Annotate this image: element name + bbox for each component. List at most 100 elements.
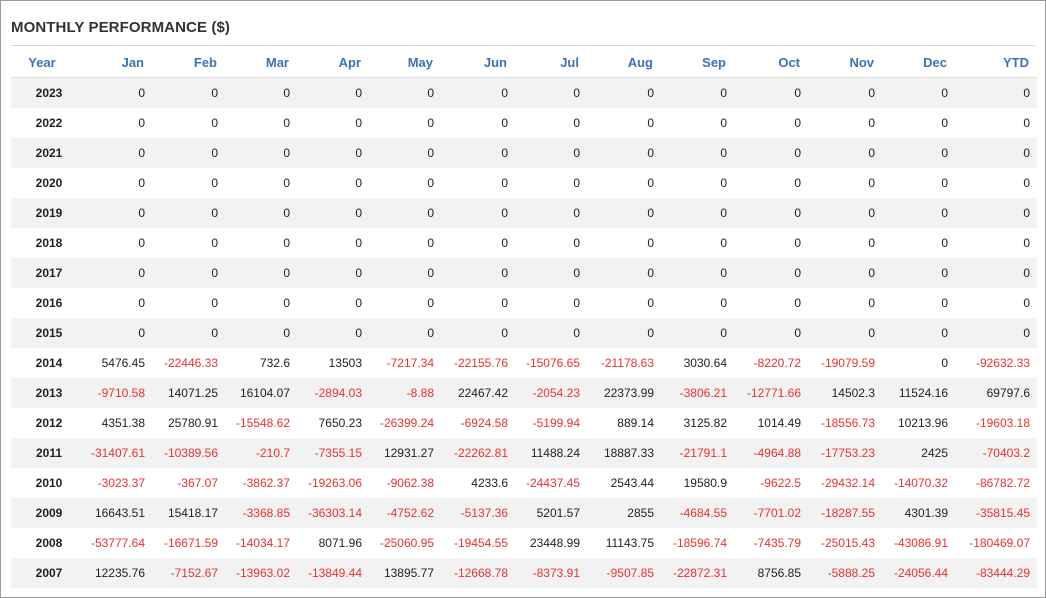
- month-value-cell: 0: [369, 288, 441, 318]
- month-value-cell: -2054.23: [515, 378, 587, 408]
- month-value-cell: 0: [587, 318, 661, 348]
- month-value-cell: 0: [661, 228, 734, 258]
- month-value-cell: 0: [297, 318, 369, 348]
- month-value-cell: 0: [808, 318, 882, 348]
- column-header-apr: Apr: [297, 47, 369, 78]
- month-value-cell: 18887.33: [587, 438, 661, 468]
- month-value-cell: -3023.37: [73, 468, 152, 498]
- month-value-cell: 0: [369, 77, 441, 108]
- year-cell: 2011: [11, 438, 73, 468]
- month-value-cell: 7650.23: [297, 408, 369, 438]
- month-value-cell: 0: [73, 288, 152, 318]
- month-value-cell: 2855: [587, 498, 661, 528]
- month-value-cell: -14070.32: [882, 468, 955, 498]
- year-cell: 2016: [11, 288, 73, 318]
- month-value-cell: 0: [515, 288, 587, 318]
- month-value-cell: 0: [734, 288, 808, 318]
- year-cell: 2007: [11, 558, 73, 588]
- month-value-cell: -6924.58: [441, 408, 515, 438]
- month-value-cell: 0: [515, 77, 587, 108]
- month-value-cell: 0: [661, 318, 734, 348]
- month-value-cell: -31407.61: [73, 438, 152, 468]
- month-value-cell: -5888.25: [808, 558, 882, 588]
- month-value-cell: -18287.55: [808, 498, 882, 528]
- year-cell: 2017: [11, 258, 73, 288]
- month-value-cell: 0: [515, 258, 587, 288]
- month-value-cell: 0: [297, 288, 369, 318]
- month-value-cell: 0: [882, 77, 955, 108]
- table-row: 2017 0 0 0 0 0 0 0 0 0 0 0 0 0: [11, 258, 1037, 288]
- month-value-cell: 0: [73, 198, 152, 228]
- month-value-cell: -18556.73: [808, 408, 882, 438]
- month-value-cell: -9622.5: [734, 468, 808, 498]
- column-header-may: May: [369, 47, 441, 78]
- month-value-cell: 0: [297, 258, 369, 288]
- month-value-cell: 0: [734, 228, 808, 258]
- table-row: 2020 0 0 0 0 0 0 0 0 0 0 0 0 0: [11, 168, 1037, 198]
- year-cell: 2021: [11, 138, 73, 168]
- ytd-cell: 69797.6: [955, 378, 1037, 408]
- month-value-cell: 0: [73, 228, 152, 258]
- month-value-cell: -43086.91: [882, 528, 955, 558]
- month-value-cell: -17753.23: [808, 438, 882, 468]
- month-value-cell: -21178.63: [587, 348, 661, 378]
- month-value-cell: 0: [297, 108, 369, 138]
- month-value-cell: -12771.66: [734, 378, 808, 408]
- table-row: 2021 0 0 0 0 0 0 0 0 0 0 0 0 0: [11, 138, 1037, 168]
- table-body: 2023 0 0 0 0 0 0 0 0 0 0 0 0 0 2022 0 0 0 0 0 0 0 0 0 0 0 0 0 2021 0 0…: [11, 77, 1037, 588]
- month-value-cell: 11524.16: [882, 378, 955, 408]
- month-value-cell: 0: [297, 198, 369, 228]
- year-cell: 2008: [11, 528, 73, 558]
- month-value-cell: 0: [515, 138, 587, 168]
- panel-title: MONTHLY PERFORMANCE ($): [11, 19, 230, 36]
- ytd-cell: 0: [955, 258, 1037, 288]
- month-value-cell: 889.14: [587, 408, 661, 438]
- column-header-feb: Feb: [152, 47, 225, 78]
- month-value-cell: -9507.85: [587, 558, 661, 588]
- month-value-cell: 0: [73, 108, 152, 138]
- month-value-cell: 0: [441, 77, 515, 108]
- month-value-cell: -7701.02: [734, 498, 808, 528]
- month-value-cell: 0: [882, 168, 955, 198]
- month-value-cell: 0: [369, 228, 441, 258]
- table-row: 2014 5476.45 -22446.33 732.6 13503 -7217.34 -2…: [11, 348, 1037, 378]
- month-value-cell: -22262.81: [441, 438, 515, 468]
- month-value-cell: 0: [587, 258, 661, 288]
- month-value-cell: 0: [734, 258, 808, 288]
- month-value-cell: -7435.79: [734, 528, 808, 558]
- month-value-cell: 14502.3: [808, 378, 882, 408]
- month-value-cell: 1014.49: [734, 408, 808, 438]
- month-value-cell: 0: [152, 168, 225, 198]
- month-value-cell: 0: [515, 228, 587, 258]
- month-value-cell: 15418.17: [152, 498, 225, 528]
- month-value-cell: 0: [661, 168, 734, 198]
- column-header-nov: Nov: [808, 47, 882, 78]
- month-value-cell: -3368.85: [225, 498, 297, 528]
- ytd-cell: -92632.33: [955, 348, 1037, 378]
- month-value-cell: 0: [515, 168, 587, 198]
- month-value-cell: -22872.31: [661, 558, 734, 588]
- column-header-jun: Jun: [441, 47, 515, 78]
- month-value-cell: 0: [152, 228, 225, 258]
- month-value-cell: 0: [225, 228, 297, 258]
- ytd-cell: 0: [955, 108, 1037, 138]
- month-value-cell: -7152.67: [152, 558, 225, 588]
- month-value-cell: 12931.27: [369, 438, 441, 468]
- month-value-cell: -9062.38: [369, 468, 441, 498]
- year-cell: 2009: [11, 498, 73, 528]
- table-row: 2019 0 0 0 0 0 0 0 0 0 0 0 0 0: [11, 198, 1037, 228]
- month-value-cell: 0: [808, 77, 882, 108]
- month-value-cell: -367.07: [152, 468, 225, 498]
- month-value-cell: 0: [152, 258, 225, 288]
- year-cell: 2022: [11, 108, 73, 138]
- month-value-cell: 0: [73, 318, 152, 348]
- month-value-cell: 0: [515, 108, 587, 138]
- month-value-cell: 0: [882, 258, 955, 288]
- month-value-cell: -25060.95: [369, 528, 441, 558]
- month-value-cell: 2425: [882, 438, 955, 468]
- table-row: 2007 12235.76 -7152.67 -13963.02 -13849.44 13…: [11, 558, 1037, 588]
- month-value-cell: 0: [369, 108, 441, 138]
- month-value-cell: 0: [587, 228, 661, 258]
- month-value-cell: -3806.21: [661, 378, 734, 408]
